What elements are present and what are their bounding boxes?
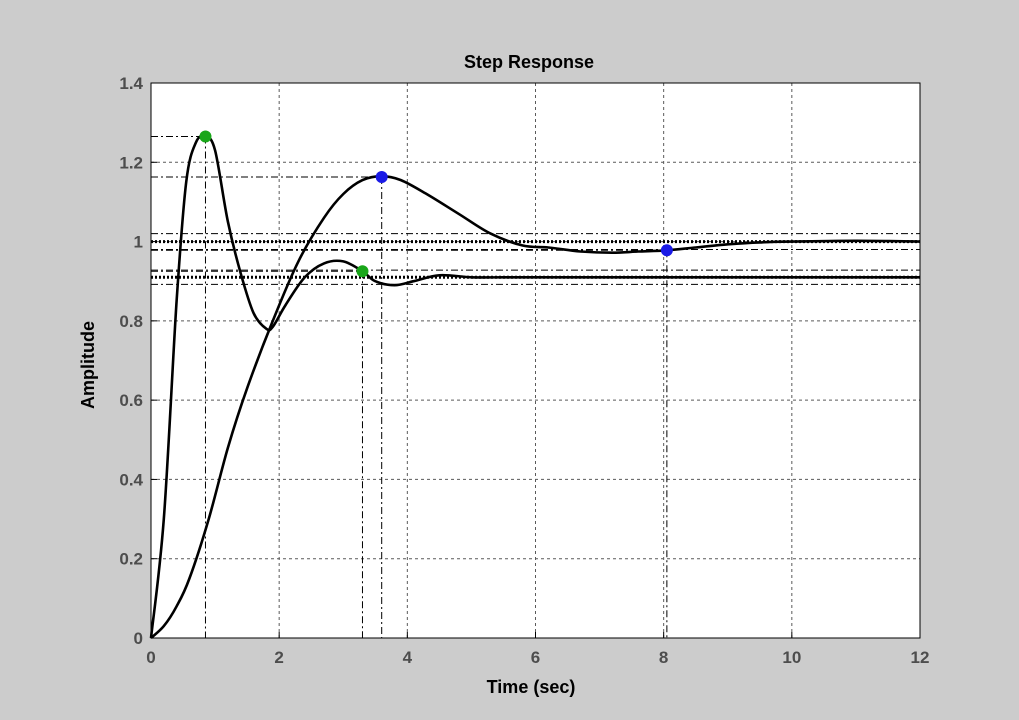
y-tick-label: 1.2 [119,153,143,172]
y-tick-label: 0.2 [119,550,143,569]
x-tick-label: 10 [782,648,801,667]
y-tick-label: 0.4 [119,470,143,489]
series-layer [149,134,921,639]
y-tick-label: 0.6 [119,391,143,410]
y-tick-label: 0 [134,629,143,648]
characteristic-point-marker [199,130,212,143]
marker-layer [199,130,673,278]
plot-frame [150,82,921,639]
y-axis-label: Amplitude [78,321,98,409]
chart-title: Step Response [464,52,594,72]
y-tick-label: 0.8 [119,312,143,331]
y-tick-label: 1.4 [119,74,143,93]
characteristic-point-marker [375,170,388,183]
x-tick-label: 4 [403,648,413,667]
x-tick-label: 0 [146,648,155,667]
x-tick-label: 2 [274,648,283,667]
series-line-2 [150,174,921,639]
characteristic-point-marker [660,244,673,257]
x-tick-label: 8 [659,648,668,667]
series-line-1 [149,134,920,639]
x-tick-label: 6 [531,648,540,667]
x-tick-label: 12 [911,648,930,667]
characteristic-point-marker [356,265,369,278]
y-tick-label: 1 [134,233,143,252]
tick-labels: 0 2 4 6 8 10 12 0 0.2 0.4 0.6 0.8 1 1.2 1.4 [119,74,929,667]
x-axis-label: Time (sec) [487,677,576,697]
